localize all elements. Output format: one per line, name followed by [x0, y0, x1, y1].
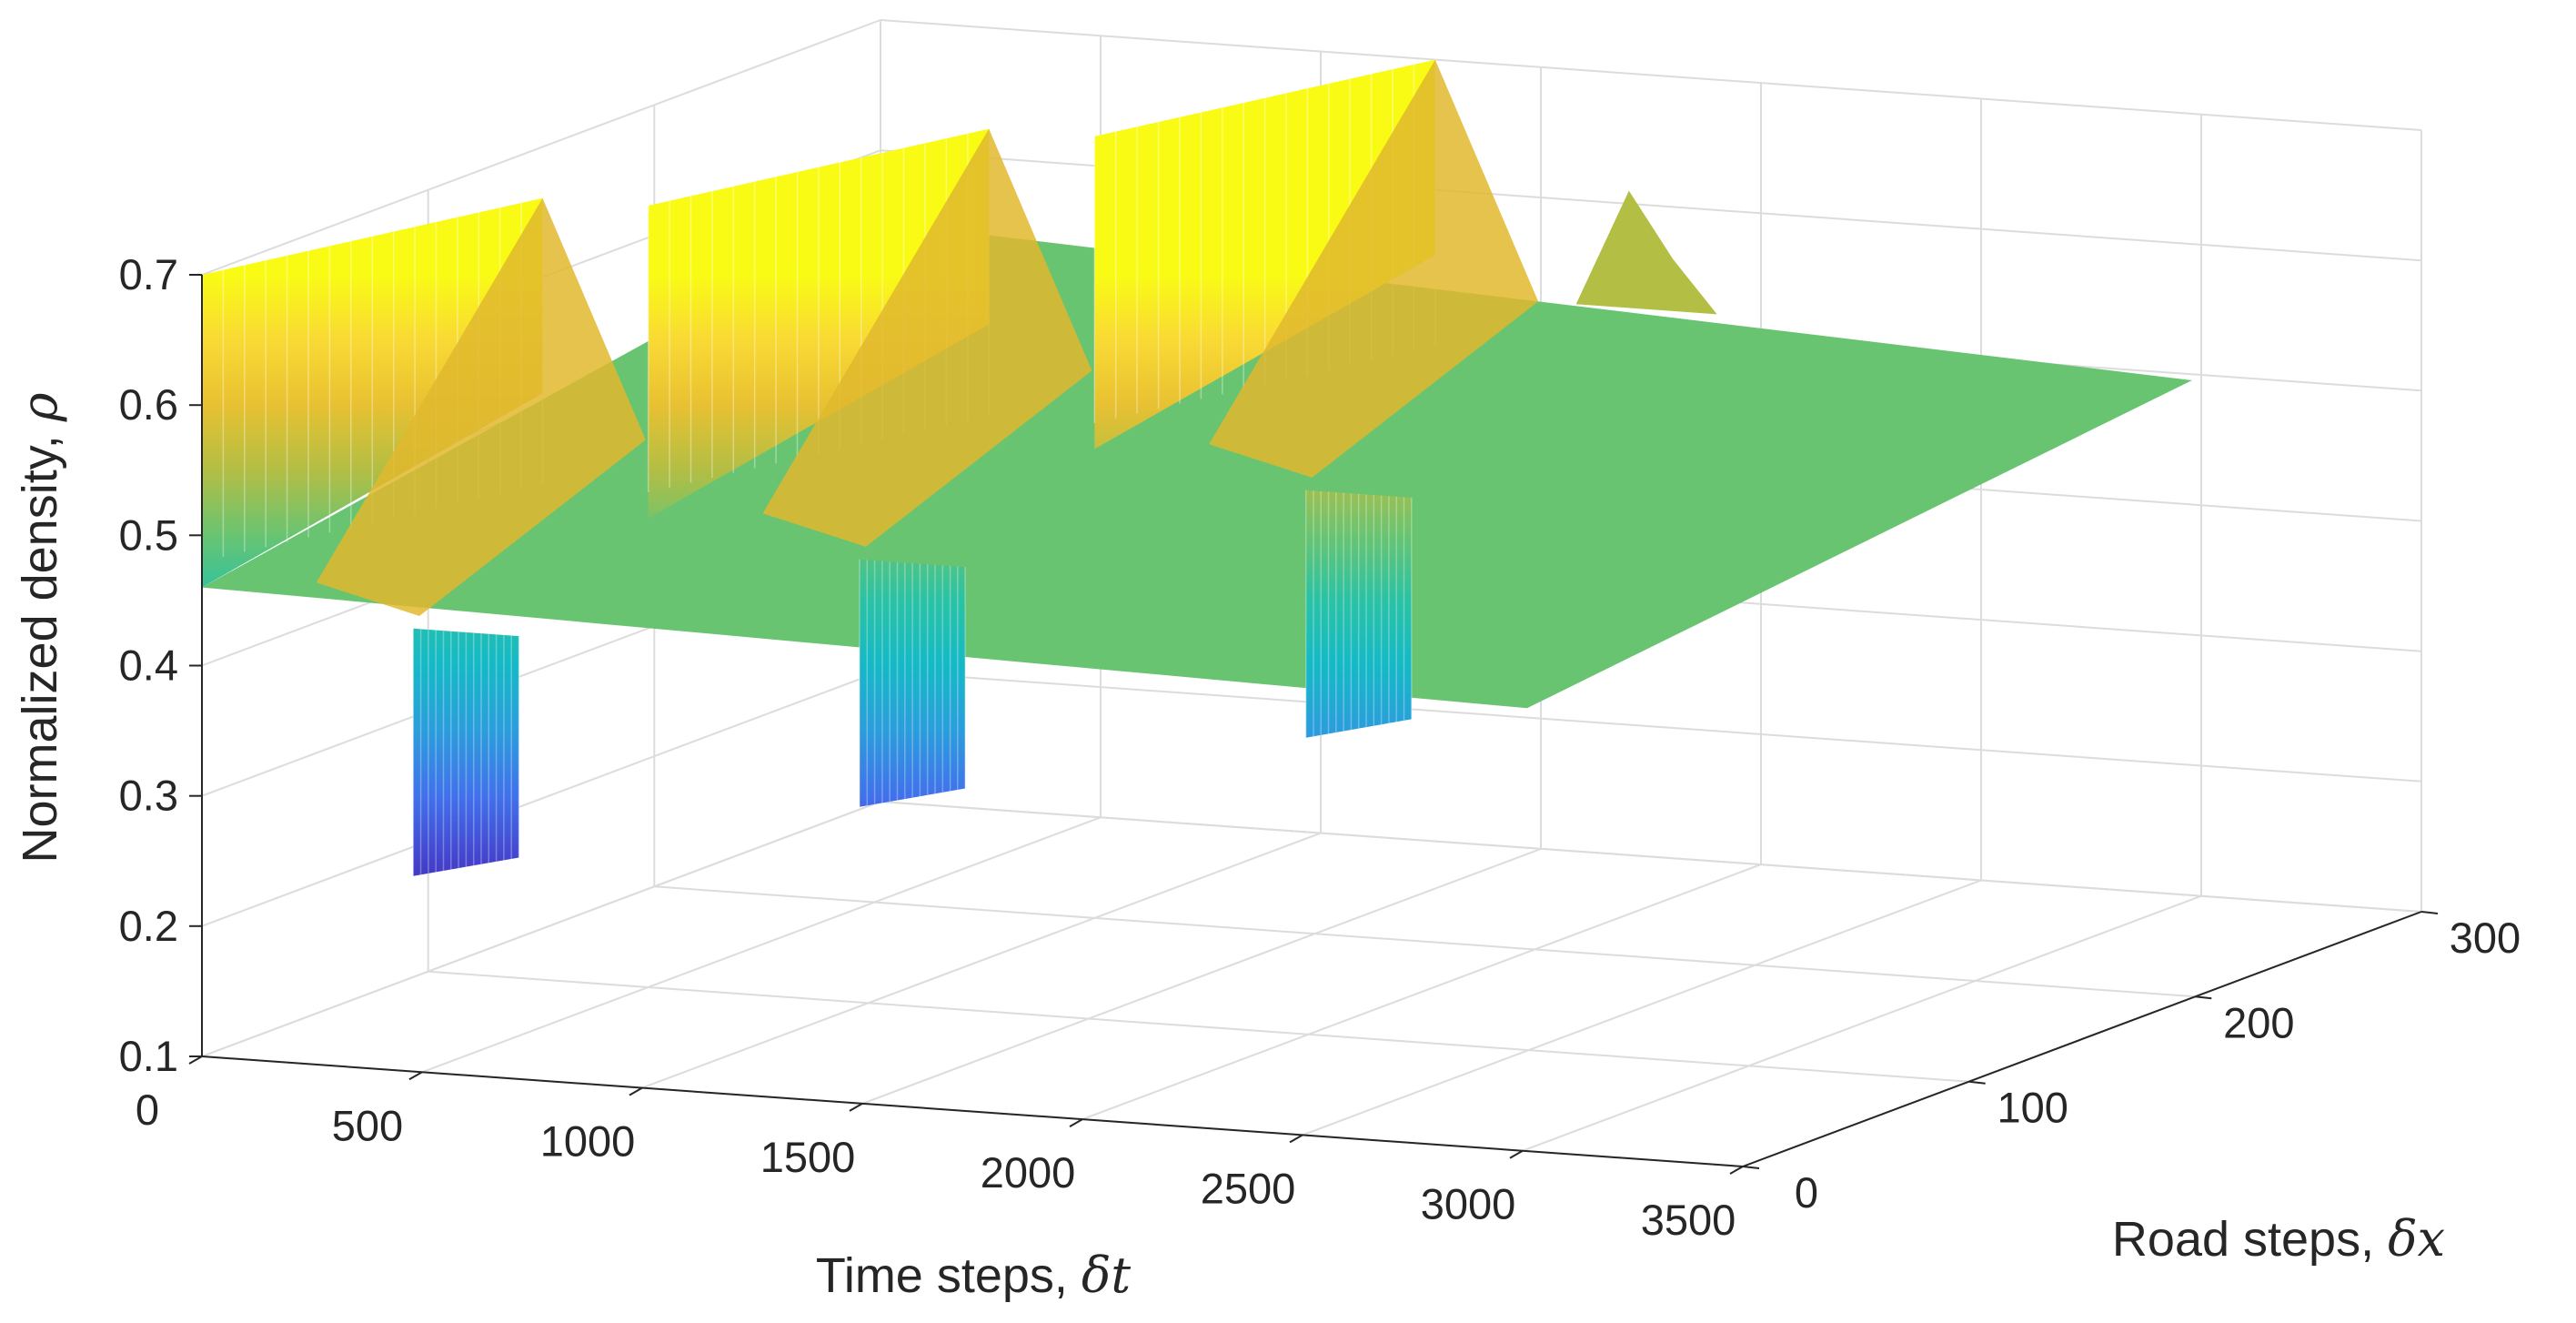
pulse-high-1	[648, 128, 990, 519]
z-tick-label: 0.3	[119, 772, 178, 820]
pulse-low-2	[1305, 490, 1412, 738]
pulse-low-0	[413, 628, 519, 876]
y-tick-label: 0	[1795, 1168, 1818, 1217]
x-tick-label: 3000	[1421, 1180, 1516, 1228]
x-axis-label: Time steps, δt	[816, 1247, 1132, 1304]
pulse-high-0	[202, 197, 543, 588]
z-tick-label: 0.6	[119, 380, 178, 429]
y-tick-label: 300	[2450, 914, 2521, 962]
z-tick-label: 0.7	[119, 250, 178, 298]
axes	[188, 274, 2439, 1175]
z-tick-label: 0.4	[119, 641, 178, 690]
z-axis-label: Normalized density, ρ	[11, 392, 68, 863]
x-tick-label: 500	[332, 1101, 403, 1149]
tick-labels: 0 500 1000 1500 2000 2500 3000 3500 0 100 200 300 0.…	[119, 250, 2521, 1244]
pulse-tail-0	[316, 197, 646, 616]
pulse-high-2	[1094, 59, 1435, 449]
y-tick-label: 200	[2223, 998, 2294, 1046]
x-tick-label: 2500	[1201, 1164, 1296, 1212]
pulse-tail-2	[1209, 59, 1539, 478]
x-tick-label: 1000	[540, 1117, 636, 1166]
surface-hump	[1575, 190, 1717, 315]
pulse-low-1	[860, 559, 966, 807]
z-tick-label: 0.1	[119, 1032, 178, 1080]
x-tick-label: 0	[136, 1086, 159, 1134]
x-tick-label: 2000	[981, 1148, 1076, 1197]
z-tick-label: 0.5	[119, 510, 178, 559]
y-tick-label: 100	[1997, 1084, 2068, 1132]
x-tick-label: 1500	[760, 1133, 856, 1181]
density-surface	[201, 59, 2192, 876]
x-tick-label: 3500	[1641, 1196, 1736, 1244]
z-tick-label: 0.2	[119, 902, 178, 950]
pulse-tail-1	[762, 128, 1092, 547]
y-axis-label: Road steps, δx	[2112, 1210, 2445, 1267]
